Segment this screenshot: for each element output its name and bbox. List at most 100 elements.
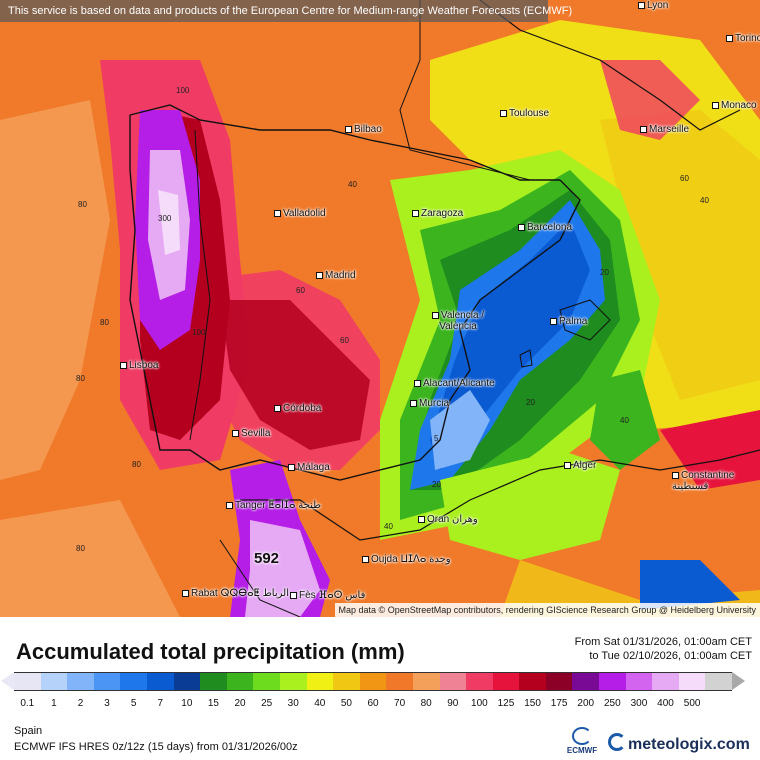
colorbar-tick-label: 80 <box>420 698 432 709</box>
colorbar-swatch <box>359 673 387 690</box>
contour-label: 80 <box>78 200 87 209</box>
city-marker-icon <box>564 461 571 469</box>
colorbar-swatch <box>599 673 626 690</box>
border-france <box>399 0 531 181</box>
contour-label: 40 <box>700 196 709 205</box>
period-to: to Tue 02/10/2026, 01:00am CET <box>589 650 752 662</box>
city-label[interactable]: Palma <box>550 316 587 327</box>
city-label[interactable]: Bilbao <box>345 124 382 135</box>
contour-label: 80 <box>76 544 85 553</box>
city-label[interactable]: Tanger ⵟⴰⵏⵊⴰ طنجة <box>226 500 321 511</box>
city-name: Zaragoza <box>421 208 464 219</box>
precip-field-yellow-deep <box>600 110 760 400</box>
precip-field-sw-light <box>0 500 180 617</box>
city-label[interactable]: Zaragoza <box>412 208 463 219</box>
colorbar-tick-label: 10 <box>181 698 193 709</box>
colorbar-swatch <box>333 673 360 690</box>
colorbar-tick-label: 2 <box>77 698 84 709</box>
precip-field-darkred-south <box>220 300 370 450</box>
city-label[interactable]: Valencia / València <box>426 310 490 332</box>
city-label[interactable]: Murcia <box>410 398 449 409</box>
colorbar-tick-label: 90 <box>447 698 459 709</box>
meteologix-logo[interactable]: meteologix.com <box>608 733 750 754</box>
map-attribution[interactable]: Map data © OpenStreetMap contributors, r… <box>334 603 760 617</box>
ecmwf-logo-icon <box>572 727 592 745</box>
coastline-ibiza <box>519 349 533 368</box>
coastline-morocco-atlantic <box>219 539 301 617</box>
colorbar-tick-label: 30 <box>287 698 299 709</box>
city-label[interactable]: Sevilla <box>232 428 270 439</box>
period-from: From Sat 01/31/2026, 01:00am CET <box>574 636 752 648</box>
city-label[interactable]: Oran وهران <box>418 514 478 525</box>
precip-field-pink-france <box>600 60 700 140</box>
city-marker-icon <box>274 404 281 412</box>
city-name: Córdoba <box>283 403 322 414</box>
colorbar-max-arrow-icon <box>732 672 745 690</box>
city-label[interactable]: Constantine قسنطينة <box>672 470 752 492</box>
city-name: Marseille <box>649 124 690 135</box>
colorbar-swatch <box>146 673 174 690</box>
city-marker-icon <box>431 311 439 319</box>
contour-label: 40 <box>348 180 357 189</box>
colorbar-tick-label: 0.1 <box>20 698 35 709</box>
precip-field-red-algeria <box>660 410 760 490</box>
city-label[interactable]: Lisboa <box>120 360 158 371</box>
forecast-period: From Sat 01/31/2026, 01:00am CET to Tue … <box>575 635 752 663</box>
coastline-iberia <box>129 115 581 481</box>
city-name: Bilbao <box>354 124 382 135</box>
city-label[interactable]: Córdoba <box>274 403 321 414</box>
max-precip-value: 592 <box>254 550 280 567</box>
city-label[interactable]: Toulouse <box>500 108 549 119</box>
city-label[interactable]: Valladolid <box>274 208 326 219</box>
city-marker-icon <box>550 317 557 325</box>
colorbar-tick-label: 50 <box>340 698 352 709</box>
contour-label: 60 <box>296 286 305 295</box>
city-label[interactable]: Barcelona <box>518 222 572 233</box>
contour-label: 80 <box>76 374 85 383</box>
city-label[interactable]: Fès ⴼⴰⵙ فاس <box>290 590 365 601</box>
colorbar-swatch <box>625 673 653 690</box>
precipitation-map[interactable]: This service is based on data and produc… <box>0 0 760 617</box>
colorbar-ticks: 0.1 1 2 3 5 7 10 15 20 25 30 40 50 60 70 80 90 100 125 150 1… <box>14 698 754 712</box>
ecmwf-logo[interactable]: ECMWF <box>562 727 602 757</box>
city-label[interactable]: Monaco <box>712 100 757 111</box>
city-marker-icon <box>120 361 127 369</box>
coastline-africa <box>240 449 760 541</box>
city-name: Palma <box>559 316 588 327</box>
city-name: Lyon <box>647 0 669 11</box>
city-label[interactable]: Málaga <box>288 462 330 473</box>
city-label[interactable]: Oujda ⵡⵊⴷⴰ وجدة <box>362 554 451 565</box>
precip-field-africa-blue <box>640 560 740 610</box>
city-label[interactable]: Alger <box>564 460 596 471</box>
contour-label: 80 <box>100 318 109 327</box>
city-marker-icon <box>412 209 419 217</box>
city-label[interactable]: Torino <box>726 33 760 44</box>
colorbar-swatch <box>14 673 41 690</box>
colorbar-swatch <box>652 673 679 690</box>
city-marker-icon <box>226 501 233 509</box>
city-name: Sevilla <box>241 428 271 439</box>
contour-label: 20 <box>600 268 609 277</box>
city-label[interactable]: Alacant/Alicante <box>414 378 495 389</box>
colorbar-swatch <box>492 673 520 690</box>
colorbar-swatch <box>572 673 600 690</box>
precip-field-atlantic-light <box>0 100 110 480</box>
city-label[interactable]: Lyon <box>638 0 668 11</box>
city-label[interactable]: Marseille <box>640 124 689 135</box>
city-label[interactable]: Rabat ⵕⵕⴱⴰⵟ الرباط <box>182 588 289 599</box>
colorbar-min-arrow-icon <box>1 672 14 690</box>
precip-field-lightblue <box>430 390 490 470</box>
city-label[interactable]: Madrid <box>316 270 356 281</box>
city-marker-icon <box>518 223 525 231</box>
city-marker-icon <box>410 399 417 407</box>
colorbar-swatch <box>173 673 201 690</box>
colorbar <box>14 672 733 691</box>
city-marker-icon <box>672 471 679 479</box>
city-marker-icon <box>316 271 323 279</box>
city-marker-icon <box>182 589 189 597</box>
disclaimer-banner: This service is based on data and produc… <box>0 0 572 22</box>
colorbar-tick-label: 125 <box>497 698 515 709</box>
city-name: Alacant/Alicante <box>423 378 495 389</box>
city-name: Oran وهران <box>427 514 478 525</box>
colorbar-swatch <box>279 673 307 690</box>
